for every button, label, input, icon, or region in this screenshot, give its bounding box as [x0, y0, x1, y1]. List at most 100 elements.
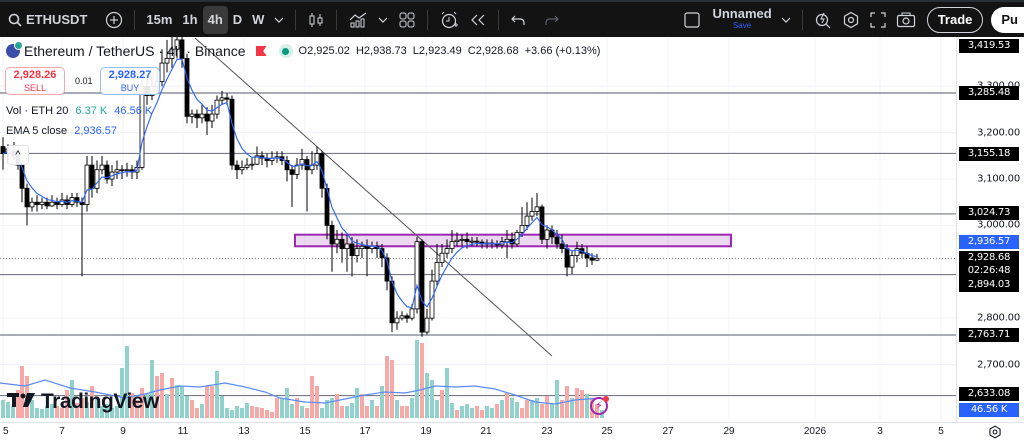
buy-button[interactable]: 2,928.27 BUY — [100, 67, 160, 95]
chart-pane[interactable] — [0, 37, 956, 422]
volume-bar — [250, 406, 254, 418]
price-tag: 2,936.57 — [959, 235, 1019, 249]
candle-up — [84, 164, 90, 205]
camera-icon — [896, 12, 916, 28]
price-axis-label: 3,100.00 — [977, 173, 1020, 185]
volume-bar — [150, 360, 154, 418]
quick-search-button[interactable] — [809, 6, 837, 34]
candle-down — [554, 236, 560, 245]
candle-down — [364, 245, 370, 249]
layout-dropdown[interactable] — [776, 6, 796, 34]
trend-line[interactable] — [194, 37, 553, 357]
interval-1h[interactable]: 1h — [182, 12, 198, 27]
time-axis-label: 21 — [480, 426, 492, 437]
candle-down — [24, 187, 30, 208]
price-tag: 3,419.53 — [959, 39, 1019, 53]
fullscreen-button[interactable] — [865, 6, 891, 34]
candle-down — [229, 98, 235, 166]
grid-layout-icon — [398, 11, 416, 29]
chevron-down-icon — [378, 17, 388, 23]
volume-bar — [485, 406, 489, 418]
redo-button[interactable] — [539, 6, 565, 34]
candle-up — [544, 229, 550, 240]
flash-alert-button[interactable]: ⚡ — [590, 396, 609, 415]
axis-settings-gear-icon[interactable] — [988, 425, 1002, 439]
volume-bar — [30, 400, 34, 418]
volume-value: 6.37 K — [75, 105, 108, 117]
candle-up — [29, 201, 35, 208]
candle-down — [179, 39, 185, 59]
compare-symbol-button[interactable] — [100, 6, 128, 34]
volume-bar — [120, 368, 124, 418]
interval-15m[interactable]: 15m — [146, 12, 173, 27]
settings-button[interactable] — [837, 6, 865, 34]
candle-up — [429, 280, 435, 319]
candle-up — [124, 169, 130, 172]
volume-bar — [375, 406, 379, 418]
publish-button[interactable]: Pu — [991, 6, 1024, 33]
replay-button[interactable] — [464, 6, 492, 34]
volume-bar — [505, 393, 509, 418]
ema-label: EMA 5 close — [6, 125, 68, 137]
interval-w[interactable]: W — [252, 12, 265, 27]
interval-dropdown[interactable] — [269, 6, 289, 34]
candle-up — [569, 255, 575, 268]
layout-name[interactable]: Unnamed Save — [712, 5, 772, 32]
legend-title[interactable]: Ethereum / TetherUS · 4h · Binance — [24, 43, 246, 59]
candle-up — [244, 164, 250, 168]
tradingview-logo[interactable]: TradingView — [7, 390, 159, 414]
layouts-button[interactable] — [393, 6, 421, 34]
volume-bar — [280, 398, 284, 418]
trade-button[interactable]: Trade — [926, 6, 984, 33]
candle-up — [49, 201, 55, 207]
candle-up — [174, 39, 180, 50]
volume-bar — [245, 403, 249, 418]
legend-low: L2,923.49 — [412, 45, 462, 57]
volume-bar — [570, 398, 574, 418]
volume-bar — [530, 400, 534, 418]
lightning-icon: ⚡ — [595, 400, 603, 412]
candle-down — [89, 164, 95, 189]
snapshot-button[interactable] — [891, 6, 921, 34]
interval-d[interactable]: D — [232, 12, 243, 27]
candle-down — [559, 243, 565, 249]
candle-up — [239, 167, 245, 171]
price-chart[interactable] — [0, 37, 956, 422]
volume-bar — [95, 397, 99, 418]
layout-select-checkbox[interactable] — [678, 6, 706, 34]
legend-high: H2,938.73 — [355, 45, 407, 57]
volume-bar — [495, 404, 499, 418]
volume-bar — [290, 404, 294, 418]
volume-bar — [430, 380, 434, 418]
chevron-down-icon — [781, 17, 791, 23]
alert-button[interactable] — [434, 6, 464, 34]
ema-indicator-legend[interactable]: EMA 5 close 2,936.57 — [6, 125, 117, 137]
volume-bar — [510, 398, 514, 418]
chart-type-button[interactable] — [302, 6, 330, 34]
layout-name-label: Unnamed — [712, 5, 772, 21]
volume-bar — [340, 406, 344, 418]
time-axis-label: 29 — [723, 426, 735, 437]
price-axis[interactable]: 3,300.003,200.003,100.003,000.002,800.00… — [956, 37, 1024, 422]
volume-bar — [165, 394, 169, 418]
interval-4h[interactable]: 4h — [202, 5, 228, 34]
indicators-dropdown[interactable] — [373, 6, 393, 34]
undo-button[interactable] — [505, 6, 531, 34]
candle-down — [104, 164, 110, 180]
candle-up — [414, 241, 420, 310]
volume-indicator-legend[interactable]: Vol · ETH 20 6.37 K 46.56 K — [6, 105, 152, 117]
ema-value: 2,936.57 — [74, 125, 118, 137]
candle-down — [349, 243, 355, 256]
volume-bar — [470, 408, 474, 418]
collapse-legend-button[interactable]: ^ — [7, 145, 29, 165]
time-axis[interactable]: 5 7 9 11 13 15 17 19 21 23 25 27 29 2026 3 5 — [0, 422, 1024, 441]
sell-button[interactable]: 2,928.26 SELL — [5, 67, 65, 95]
volume-bar — [50, 404, 54, 418]
candle-up — [439, 252, 445, 263]
sell-label: SELL — [23, 83, 47, 93]
save-link[interactable]: Save — [732, 20, 752, 30]
indicators-button[interactable] — [343, 6, 373, 34]
candle-down — [234, 164, 240, 171]
flag-icon[interactable] — [255, 46, 267, 56]
symbol-search-button[interactable]: ETHUSDT — [3, 6, 92, 34]
